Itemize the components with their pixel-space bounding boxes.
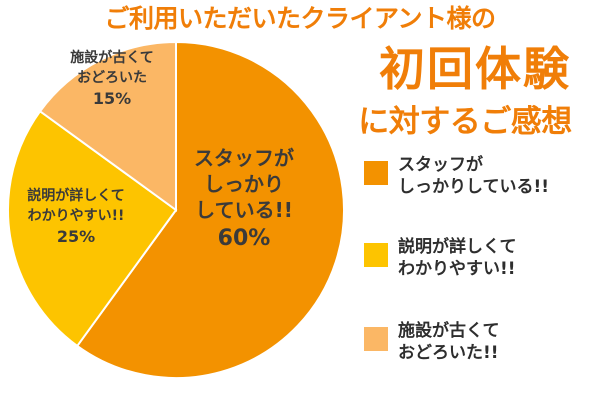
legend-label-1: スタッフが しっかりしている!!	[398, 154, 549, 198]
slice-label-1: スタッフがしっかりしている!! 60%	[194, 146, 294, 251]
legend-label-line: おどろいた!!	[398, 343, 499, 363]
legend-item-3: 施設が古くて おどろいた!!	[364, 320, 500, 364]
legend-item-2: 説明が詳しくて わかりやすい!!	[364, 236, 517, 280]
pie-slice-2	[7, 109, 178, 348]
legend-swatch-1	[364, 161, 388, 185]
pie-slice-3	[38, 40, 177, 212]
slice-label-3: 施設が古くておどろいた 15%	[70, 49, 154, 108]
legend-label-line: スタッフが	[398, 155, 483, 175]
legend-label-line: 説明が詳しくて	[398, 237, 517, 257]
header-line-1: ご利用いただいたクライアント様の	[104, 4, 496, 33]
header-line-3: に対するご感想	[358, 104, 572, 140]
legend-item-1: スタッフが しっかりしている!!	[364, 154, 549, 198]
legend-swatch-3	[364, 327, 388, 351]
pie-slice-1	[75, 40, 345, 379]
header-line-2: 初回体験	[379, 42, 571, 96]
legend-label-2: 説明が詳しくて わかりやすい!!	[398, 236, 517, 280]
slice-label-2: 説明が詳しくてわかりやすい!! 25%	[27, 187, 125, 246]
legend-label-3: 施設が古くて おどろいた!!	[398, 320, 500, 364]
legend-swatch-2	[364, 243, 388, 267]
legend-label-line: わかりやすい!!	[398, 259, 516, 279]
legend-label-line: しっかりしている!!	[398, 177, 549, 197]
legend-label-line: 施設が古くて	[398, 321, 500, 341]
